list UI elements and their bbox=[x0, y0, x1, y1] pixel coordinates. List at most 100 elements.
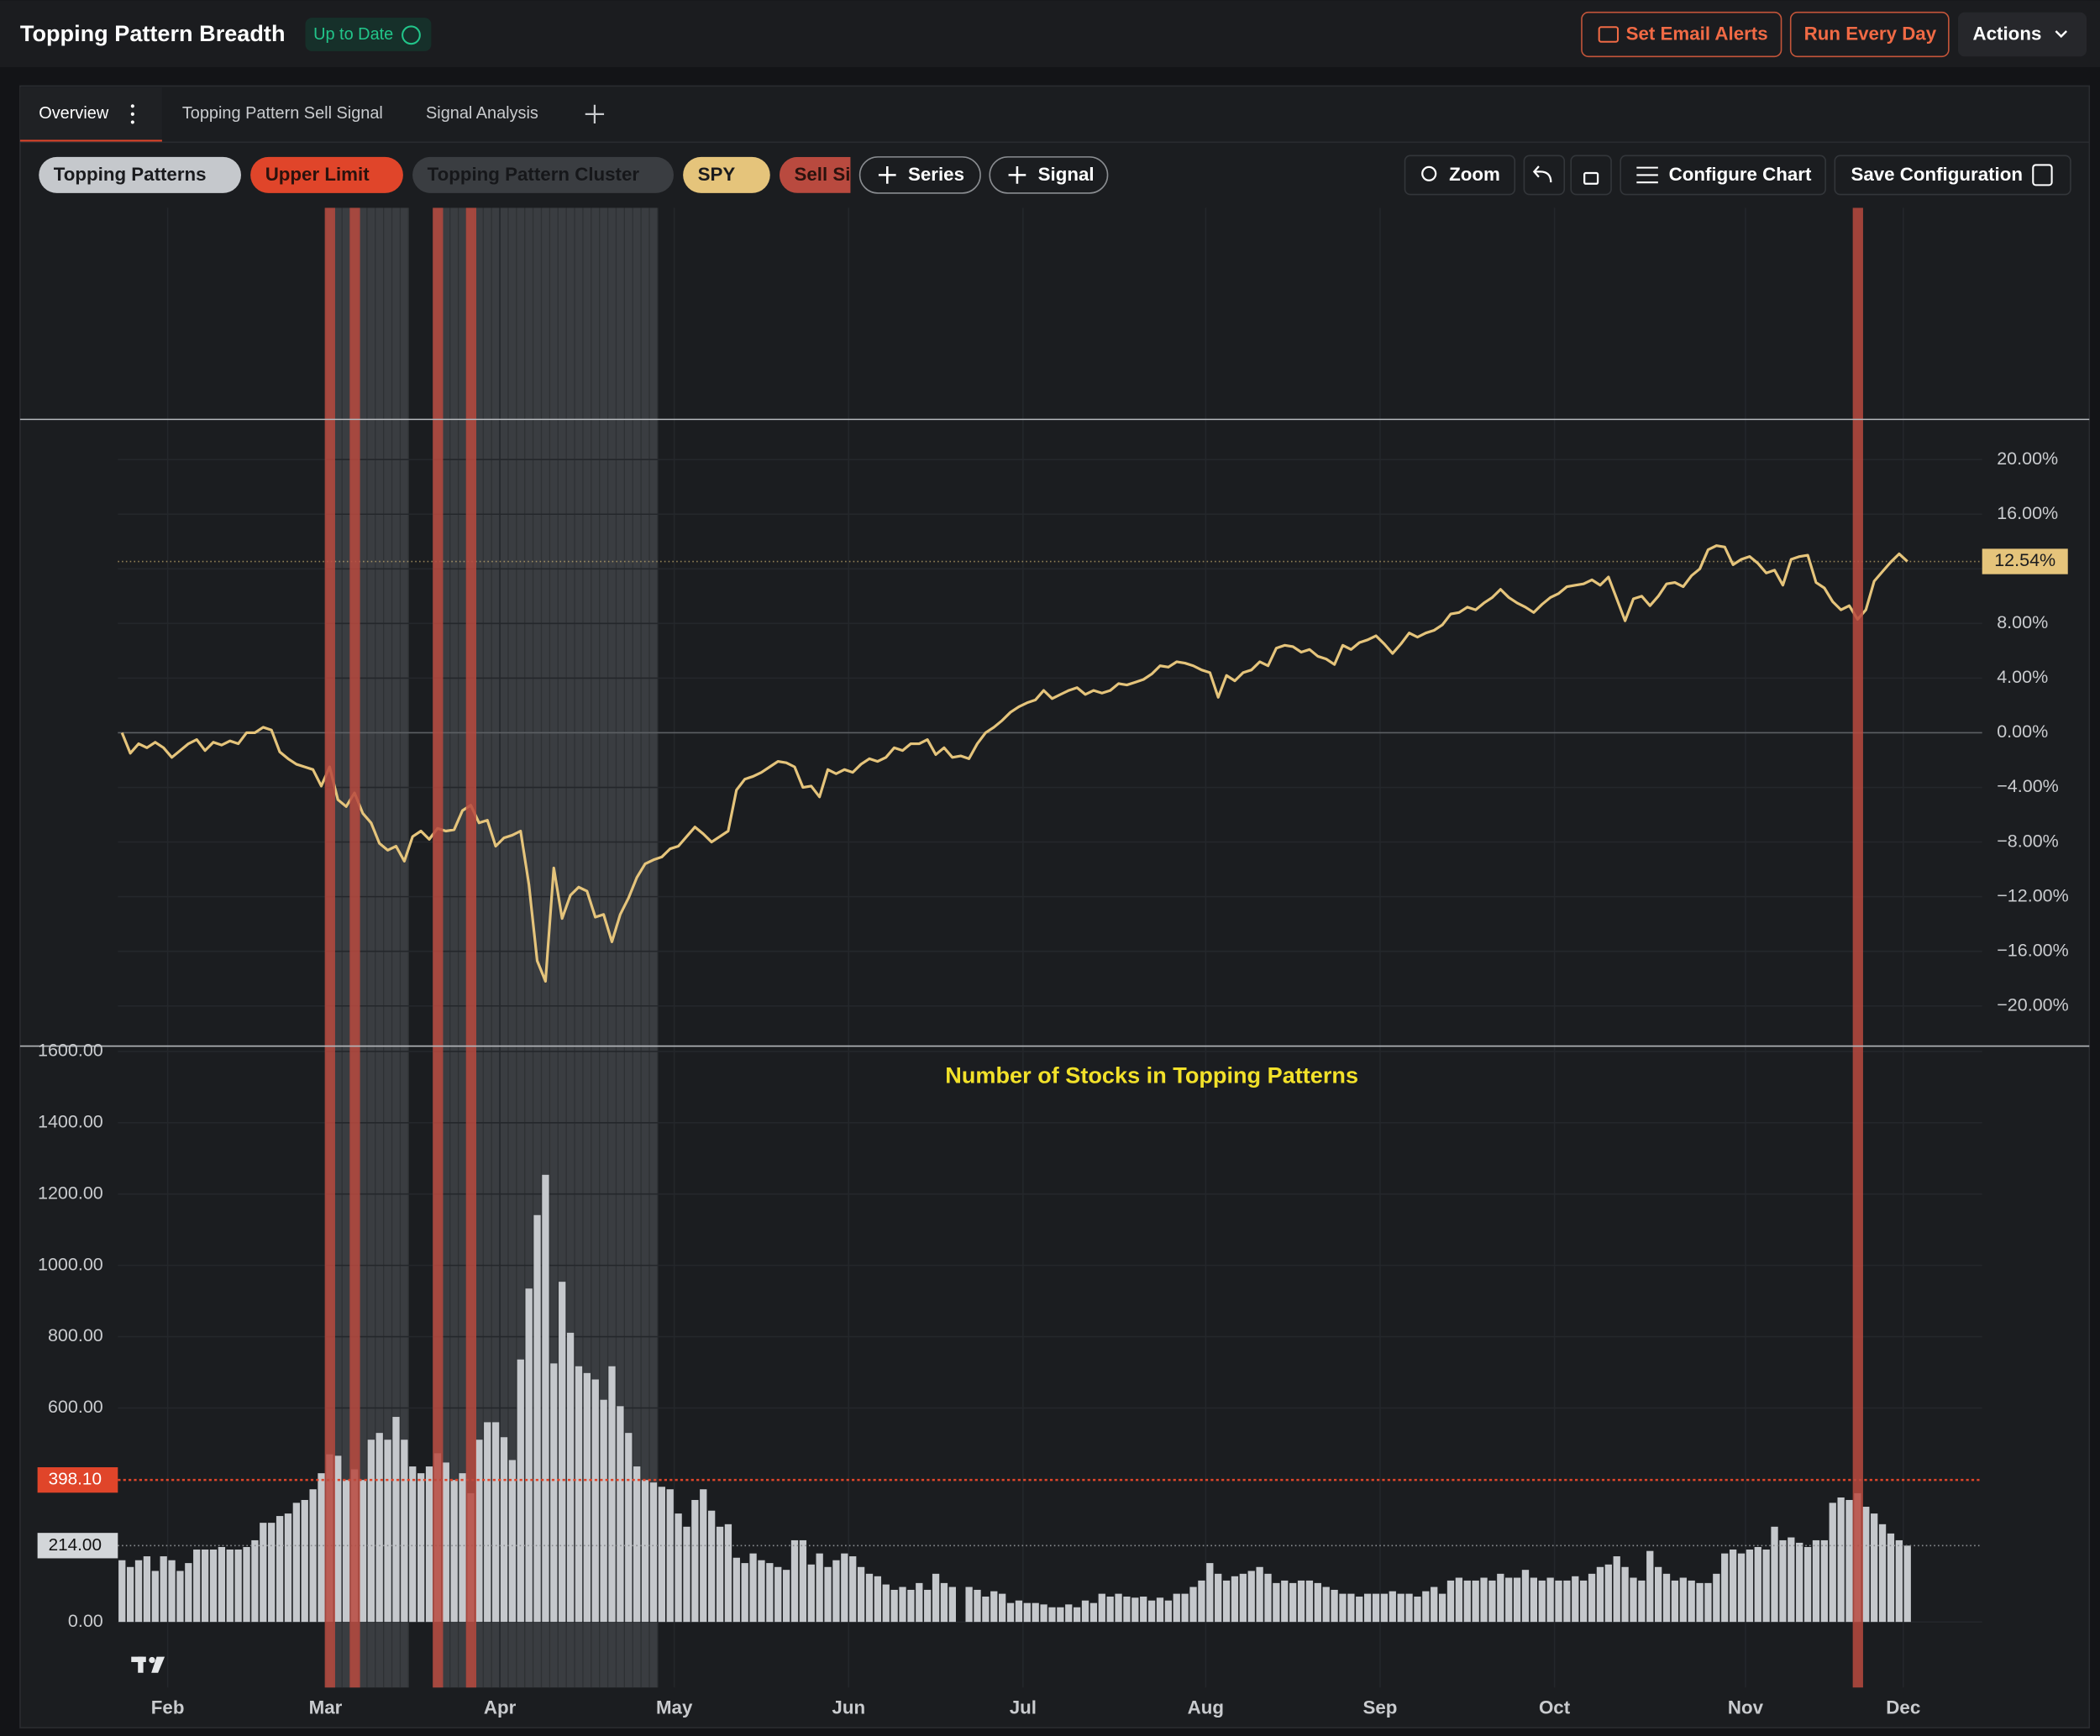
bar bbox=[301, 1499, 308, 1623]
y-tick-label: 600.00 bbox=[48, 1397, 103, 1417]
bar bbox=[1222, 1580, 1231, 1623]
x-tick-label: Feb bbox=[151, 1697, 185, 1718]
last-value-label: 214.00 bbox=[49, 1535, 102, 1555]
bar bbox=[1820, 1539, 1829, 1623]
bar bbox=[1247, 1571, 1255, 1623]
bar bbox=[417, 1473, 425, 1623]
lock-button[interactable] bbox=[1570, 155, 1612, 196]
add-tab[interactable] bbox=[585, 104, 605, 124]
bar bbox=[1281, 1580, 1289, 1623]
bar bbox=[758, 1560, 765, 1623]
bar bbox=[782, 1570, 790, 1623]
tab-menu[interactable] bbox=[130, 104, 134, 124]
save-button[interactable] bbox=[1834, 155, 2071, 196]
bar bbox=[1106, 1597, 1114, 1623]
layer-grid bbox=[118, 207, 1982, 1688]
bar bbox=[126, 1566, 134, 1623]
actions-button[interactable] bbox=[1957, 12, 2087, 57]
bar bbox=[1572, 1576, 1579, 1623]
run-button[interactable] bbox=[1789, 11, 1950, 58]
configure-button[interactable] bbox=[1620, 155, 1826, 196]
legend-chip[interactable] bbox=[250, 156, 403, 193]
button-label: Series bbox=[908, 164, 964, 185]
bar bbox=[741, 1563, 748, 1623]
y-tick-label: 1400.00 bbox=[38, 1112, 103, 1132]
bar bbox=[1488, 1580, 1496, 1623]
bar bbox=[1788, 1537, 1795, 1623]
bar bbox=[932, 1573, 940, 1623]
bar bbox=[1023, 1602, 1031, 1623]
bar bbox=[1455, 1577, 1463, 1623]
bar bbox=[766, 1563, 774, 1623]
button-label: Signal bbox=[1038, 164, 1095, 185]
bar bbox=[525, 1288, 533, 1623]
bar bbox=[1713, 1573, 1720, 1623]
tv-logo bbox=[131, 1656, 165, 1673]
bar bbox=[1065, 1604, 1073, 1623]
bar bbox=[276, 1516, 284, 1623]
add-signal-button[interactable] bbox=[989, 156, 1109, 194]
bar bbox=[1089, 1602, 1098, 1623]
bar bbox=[484, 1422, 491, 1623]
y2-tick-label: −12.00% bbox=[1997, 885, 2069, 905]
bar bbox=[1771, 1526, 1778, 1623]
config-icon bbox=[1636, 166, 1658, 184]
bar bbox=[375, 1433, 383, 1623]
bar bbox=[749, 1553, 757, 1623]
sell-signal-band bbox=[433, 207, 444, 1688]
mail-icon bbox=[1598, 26, 1620, 43]
bar bbox=[865, 1573, 874, 1623]
bar bbox=[1215, 1573, 1222, 1623]
add-series-button[interactable] bbox=[858, 156, 981, 194]
bar bbox=[1596, 1566, 1604, 1623]
bar bbox=[1322, 1587, 1330, 1623]
tab-active[interactable] bbox=[19, 87, 162, 141]
bar bbox=[1356, 1597, 1363, 1623]
tab[interactable]: Topping Pattern Sell Signal bbox=[182, 104, 383, 123]
legend-chip[interactable] bbox=[39, 156, 241, 193]
legend-chip[interactable] bbox=[683, 156, 770, 193]
legend-chip[interactable] bbox=[779, 156, 887, 193]
bar bbox=[1654, 1566, 1662, 1623]
zoom-button[interactable] bbox=[1404, 155, 1516, 196]
bar bbox=[658, 1487, 665, 1623]
button-label: Zoom bbox=[1449, 164, 1500, 185]
legend-chip[interactable] bbox=[412, 156, 674, 193]
x-tick-label: Apr bbox=[484, 1697, 517, 1718]
bar bbox=[600, 1399, 607, 1623]
y2-tick-label: −8.00% bbox=[1997, 831, 2059, 851]
button-label: Configure Chart bbox=[1669, 164, 1812, 185]
button-label: Save Configuration bbox=[1851, 164, 2023, 185]
layer-back bbox=[324, 207, 659, 1688]
bar bbox=[1796, 1542, 1803, 1623]
bar bbox=[965, 1587, 973, 1623]
bar bbox=[566, 1332, 575, 1623]
status-text: Up to Date bbox=[313, 25, 393, 44]
bar bbox=[384, 1440, 391, 1623]
bar bbox=[268, 1523, 276, 1623]
bar bbox=[134, 1560, 143, 1623]
bar bbox=[857, 1566, 865, 1623]
bar bbox=[1164, 1600, 1173, 1623]
bar bbox=[392, 1417, 400, 1623]
bar bbox=[1115, 1593, 1122, 1623]
bar bbox=[185, 1563, 192, 1623]
bar bbox=[409, 1466, 417, 1623]
bar bbox=[691, 1499, 699, 1623]
x-tick-label: Sep bbox=[1363, 1697, 1398, 1718]
bar bbox=[1081, 1600, 1089, 1623]
chevron bbox=[2055, 30, 2067, 39]
bar bbox=[1679, 1577, 1687, 1623]
bar bbox=[982, 1597, 990, 1623]
y2-tick-label: 16.00% bbox=[1997, 503, 2058, 523]
email-button[interactable] bbox=[1581, 11, 1782, 58]
tab[interactable]: Signal Analysis bbox=[426, 104, 538, 123]
undo-button[interactable] bbox=[1523, 155, 1566, 196]
bar bbox=[1472, 1580, 1479, 1623]
bar bbox=[948, 1587, 956, 1623]
bar bbox=[1438, 1593, 1446, 1623]
bar bbox=[309, 1489, 317, 1623]
button-label: Actions bbox=[1973, 24, 2042, 45]
bar bbox=[1521, 1570, 1530, 1623]
last-value-label: 12.54% bbox=[1994, 550, 2055, 570]
